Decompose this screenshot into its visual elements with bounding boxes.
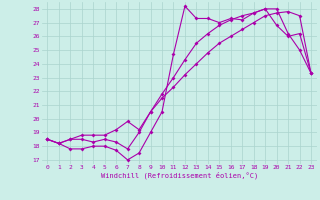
X-axis label: Windchill (Refroidissement éolien,°C): Windchill (Refroidissement éolien,°C) (100, 172, 258, 179)
